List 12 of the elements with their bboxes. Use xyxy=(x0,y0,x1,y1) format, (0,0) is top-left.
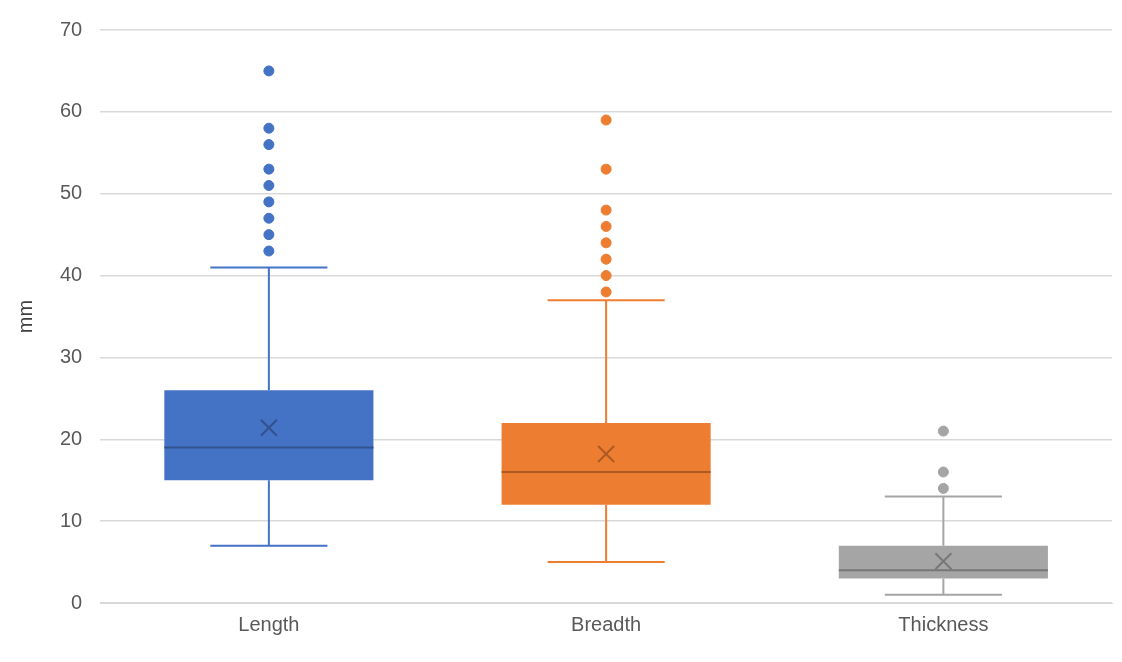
y-tick-label: 40 xyxy=(60,263,83,286)
y-tick-label: 60 xyxy=(60,99,83,122)
y-axis-title: mm xyxy=(13,299,36,334)
y-tick-label: 50 xyxy=(60,181,83,204)
y-tick-label: 20 xyxy=(60,426,83,449)
y-tick-label: 30 xyxy=(60,344,83,367)
x-tick-label: Length xyxy=(238,612,300,635)
y-tick-label: 70 xyxy=(60,17,83,40)
y-tick-label: 0 xyxy=(71,590,83,613)
x-tick-label: Thickness xyxy=(898,612,989,635)
x-tick-label: Breadth xyxy=(571,612,642,635)
y-tick-label: 10 xyxy=(60,508,83,531)
